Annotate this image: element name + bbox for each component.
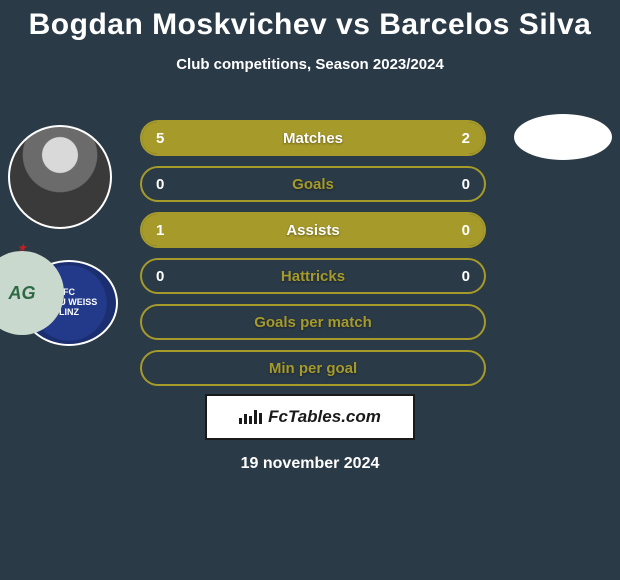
stat-label: Min per goal: [269, 360, 357, 377]
stat-label: Hattricks: [281, 268, 345, 285]
stat-row: Min per goal: [140, 350, 486, 386]
stat-value-right: 0: [462, 222, 470, 239]
stat-fill-left: [142, 122, 386, 154]
bars-icon: [239, 410, 262, 424]
brand-badge: FcTables.com: [205, 394, 415, 440]
date-text: 19 november 2024: [0, 455, 620, 473]
brand-text: FcTables.com: [268, 407, 381, 427]
stat-label: Matches: [283, 130, 343, 147]
stat-label: Goals: [292, 176, 334, 193]
stat-label: Goals per match: [254, 314, 372, 331]
stat-value-right: 2: [462, 130, 470, 147]
stat-row: 1 0 Assists: [140, 212, 486, 248]
stat-value-left: 1: [156, 222, 164, 239]
player-left-avatar: [8, 125, 112, 229]
page-title: Bogdan Moskvichev vs Barcelos Silva: [0, 0, 620, 42]
subtitle: Club competitions, Season 2023/2024: [0, 56, 620, 73]
player-right-avatar: [514, 114, 612, 160]
club-left-line3: LINZ: [59, 308, 79, 318]
stat-row: 0 0 Hattricks: [140, 258, 486, 294]
stat-value-left: 0: [156, 176, 164, 193]
stat-row: 5 2 Matches: [140, 120, 486, 156]
stat-row: 0 0 Goals: [140, 166, 486, 202]
stat-value-right: 0: [462, 176, 470, 193]
stat-value-right: 0: [462, 268, 470, 285]
stat-label: Assists: [286, 222, 339, 239]
comparison-chart: 5 2 Matches 0 0 Goals 1 0 Assists 0 0 Hattricks Goal…: [140, 120, 486, 396]
stat-row: Goals per match: [140, 304, 486, 340]
stat-value-left: 0: [156, 268, 164, 285]
stat-value-left: 5: [156, 130, 164, 147]
club-right-monogram: AG: [9, 283, 36, 304]
